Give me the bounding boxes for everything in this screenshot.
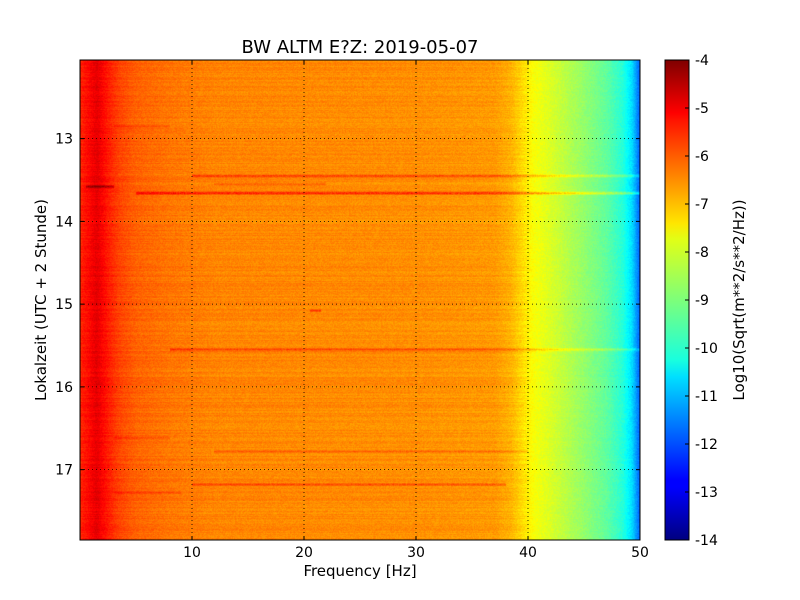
y-axis-label: Lokalzeit (UTC + 2 Stunde) bbox=[32, 199, 50, 401]
colorbar-tick-label: -4 bbox=[695, 53, 709, 69]
x-tick-label: 10 bbox=[183, 545, 201, 561]
x-axis: 10 20 30 40 50 bbox=[183, 60, 649, 561]
grid-lines bbox=[80, 60, 640, 540]
heatmap-plot-area bbox=[80, 60, 640, 540]
spectrogram-heatmap bbox=[80, 60, 640, 540]
colorbar-tick-label: -14 bbox=[695, 533, 718, 549]
y-tick-label: 16 bbox=[55, 380, 73, 396]
y-tick-label: 13 bbox=[55, 132, 73, 148]
y-tick-label: 15 bbox=[55, 297, 73, 313]
x-axis-label: Frequency [Hz] bbox=[303, 562, 416, 580]
plot-frame bbox=[79, 59, 641, 541]
colorbar-tick-label: -5 bbox=[695, 101, 709, 117]
y-tick-label: 14 bbox=[55, 214, 73, 230]
colorbar-tick-label: -10 bbox=[695, 341, 718, 357]
colorbar-tick-label: -8 bbox=[695, 245, 709, 261]
colorbar-tick-label: -12 bbox=[695, 437, 718, 453]
colorbar-tick-label: -7 bbox=[695, 197, 709, 213]
colorbar: -4 -5 -6 -7 -8 -9 -10 -11 -12 -13 -14 Log10(Sqrt(m… bbox=[664, 53, 748, 549]
colorbar-tick-label: -9 bbox=[695, 293, 709, 309]
colorbar-tick-label: -6 bbox=[695, 149, 709, 165]
y-axis: 13 14 15 16 17 bbox=[55, 132, 640, 479]
colorbar-tick-label: -11 bbox=[695, 389, 718, 405]
x-tick-label: 30 bbox=[407, 545, 425, 561]
colorbar-ticks: -4 -5 -6 -7 -8 -9 -10 -11 -12 -13 -14 bbox=[685, 53, 718, 549]
x-tick-label: 50 bbox=[631, 545, 649, 561]
x-tick-label: 20 bbox=[295, 545, 313, 561]
x-tick-label: 40 bbox=[519, 545, 537, 561]
chart-title: BW ALTM E?Z: 2019-05-07 bbox=[242, 37, 479, 58]
colorbar-label: Log10(Sqrt(m**2/s**2/Hz)) bbox=[730, 199, 748, 400]
y-tick-label: 17 bbox=[55, 463, 73, 479]
colorbar-tick-label: -13 bbox=[695, 485, 718, 501]
